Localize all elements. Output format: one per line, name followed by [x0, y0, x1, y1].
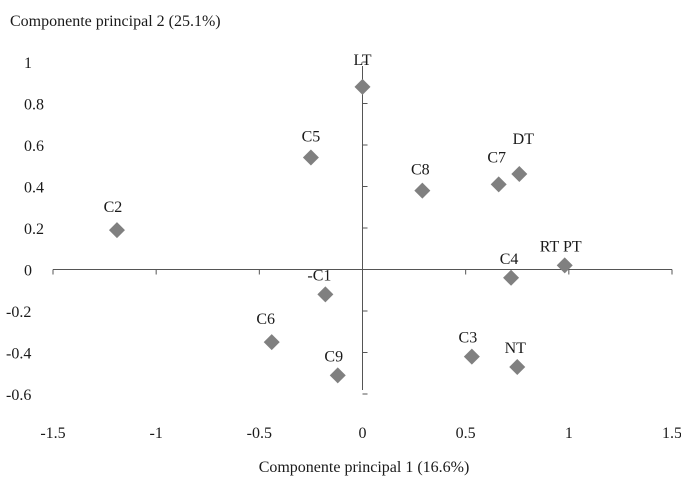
point-label: C2: [104, 199, 123, 216]
x-tick-label: -0.5: [247, 425, 272, 442]
y-tick-labels: 1 0.8 0.6 0.4 0.2 0 -0.2 -0.4 -0.6: [6, 55, 44, 404]
x-tick-label: -1.5: [40, 425, 65, 442]
data-point-nt: [509, 359, 526, 376]
data-point-c9: [329, 367, 346, 384]
point-label: NT: [505, 340, 527, 357]
x-tick-label: 1: [565, 425, 573, 442]
y-tick-label: -0.6: [6, 387, 31, 404]
point-label: C3: [459, 330, 478, 347]
data-point-lt: [354, 78, 371, 95]
y-tick-label: 0.8: [24, 97, 44, 114]
point-labels: LT C5 C8 C7 DT C2 RT PT C4 -C1 C6 C3 NT C9: [104, 52, 582, 365]
y-tick-label: 0.4: [24, 180, 44, 197]
axes: [52, 61, 673, 395]
point-label: C9: [324, 348, 343, 365]
point-label: C5: [302, 128, 321, 145]
point-label: DT: [513, 131, 535, 148]
data-point-rt-pt: [556, 257, 573, 274]
y-axis-title: Componente principal 2 (25.1%): [10, 13, 221, 30]
data-point-c7: [490, 176, 507, 193]
data-point-c1: [317, 286, 334, 303]
data-point-c3: [463, 348, 480, 365]
point-label: C4: [500, 251, 519, 268]
data-point-c6: [263, 334, 280, 351]
y-tick-label: -0.2: [6, 304, 31, 321]
point-label: -C1: [307, 267, 331, 284]
x-tick-label: 0.5: [456, 425, 476, 442]
y-tick-label: 0: [24, 263, 32, 280]
point-label: C8: [411, 162, 430, 179]
data-point-c8: [414, 182, 431, 199]
point-label: RT PT: [540, 238, 582, 255]
x-tick-label: 0: [359, 425, 367, 442]
data-points: [108, 78, 573, 384]
y-tick-label: -0.4: [6, 346, 31, 363]
y-tick-label: 0.2: [24, 221, 44, 238]
data-point-dt: [511, 166, 528, 183]
data-point-c2: [108, 222, 125, 239]
point-label: C7: [487, 149, 506, 166]
data-point-c5: [302, 149, 319, 166]
x-tick-label: -1: [150, 425, 163, 442]
y-tick-label: 0.6: [24, 138, 44, 155]
point-label: LT: [353, 52, 371, 69]
x-axis-title: Componente principal 1 (16.6%): [259, 459, 470, 476]
data-point-c4: [503, 269, 520, 286]
y-tick-label: 1: [24, 55, 32, 72]
point-label: C6: [256, 311, 275, 328]
x-tick-label: 1.5: [662, 425, 681, 442]
x-tick-labels: -1.5 -1 -0.5 0 0.5 1 1.5: [40, 425, 681, 442]
